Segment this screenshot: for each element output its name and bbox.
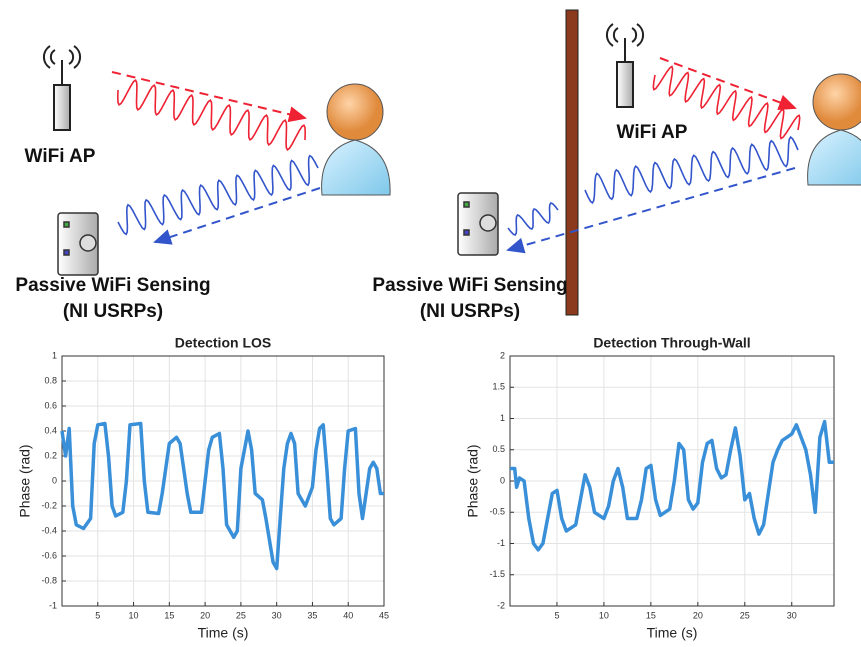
x-tick-label: 30 xyxy=(272,610,282,620)
y-tick-label: -1 xyxy=(497,538,505,548)
x-tick-label: 35 xyxy=(307,610,317,620)
ap-label: WiFi AP xyxy=(617,122,688,143)
y-axis-label: Phase (rad) xyxy=(17,444,33,517)
y-tick-label: 0.4 xyxy=(44,425,57,435)
x-tick-label: 40 xyxy=(343,610,353,620)
person-icon xyxy=(807,73,861,186)
y-tick-label: 1 xyxy=(52,350,57,360)
y-tick-label: 0.8 xyxy=(44,375,57,385)
y-tick-label: -0.4 xyxy=(41,525,57,535)
y-tick-label: 0.6 xyxy=(44,400,57,410)
arrow xyxy=(659,57,797,110)
x-tick-label: 45 xyxy=(379,610,389,620)
wave xyxy=(584,135,799,205)
sensor-label: Passive WiFi Sensing xyxy=(15,275,210,296)
diagram: WiFi AP Passive WiFi Sensing (NI USRPs) … xyxy=(15,9,861,322)
y-tick-label: 0.2 xyxy=(44,450,57,460)
y-tick-label: -1 xyxy=(49,600,57,610)
y-tick-label: 1.5 xyxy=(492,382,505,392)
sensor-sublabel: (NI USRPs) xyxy=(420,301,520,322)
y-tick-label: -1.5 xyxy=(489,569,505,579)
axes-frame xyxy=(509,355,835,607)
x-tick-label: 5 xyxy=(95,610,100,620)
sensor-label: Passive WiFi Sensing xyxy=(372,275,567,296)
wave xyxy=(652,65,801,140)
ap-label: WiFi AP xyxy=(25,146,96,167)
person-icon xyxy=(321,83,391,196)
data-line xyxy=(60,421,384,571)
y-tick-label: -2 xyxy=(497,600,505,610)
arrow xyxy=(111,71,307,123)
chart: -1-0.8-0.6-0.4-0.200.20.40.60.815 10 15 20 2… xyxy=(17,335,389,641)
x-tick-label: 10 xyxy=(129,610,139,620)
x-axis-label: Time (s) xyxy=(198,625,249,641)
x-tick-label: 25 xyxy=(740,610,750,620)
chart-title: Detection LOS xyxy=(175,335,271,351)
x-tick-label: 15 xyxy=(164,610,174,620)
data-line xyxy=(510,419,834,552)
sensor-icon xyxy=(457,192,499,256)
x-tick-label: 30 xyxy=(787,610,797,620)
chart-title: Detection Through-Wall xyxy=(593,335,750,351)
x-tick-label: 20 xyxy=(693,610,703,620)
y-tick-label: -0.8 xyxy=(41,575,57,585)
wall xyxy=(565,9,579,316)
x-tick-label: 25 xyxy=(236,610,246,620)
x-tick-label: 5 xyxy=(554,610,559,620)
y-tick-label: 0 xyxy=(52,475,57,485)
arrow xyxy=(506,167,796,254)
y-tick-label: 0 xyxy=(500,475,505,485)
x-axis-label: Time (s) xyxy=(647,625,698,641)
x-tick-label: 15 xyxy=(646,610,656,620)
sensor-sublabel: (NI USRPs) xyxy=(63,301,163,322)
y-axis-label: Phase (rad) xyxy=(465,444,481,517)
y-tick-label: 2 xyxy=(500,350,505,360)
x-tick-label: 10 xyxy=(599,610,609,620)
wave xyxy=(117,154,319,236)
wave xyxy=(116,79,307,151)
y-tick-label: -0.5 xyxy=(489,507,505,517)
y-tick-label: -0.6 xyxy=(41,550,57,560)
chart: -2-1.5-1-0.500.511.525 10 15 20 25 30Detectio… xyxy=(465,335,835,641)
arrow xyxy=(153,187,321,245)
y-tick-label: -0.2 xyxy=(41,500,57,510)
axes-frame xyxy=(61,355,385,607)
wave xyxy=(507,202,559,236)
wifi-ap-icon xyxy=(43,45,81,131)
x-tick-label: 20 xyxy=(200,610,210,620)
y-tick-label: 1 xyxy=(500,413,505,423)
sensor-icon xyxy=(57,212,99,276)
y-tick-label: 0.5 xyxy=(492,444,505,454)
wifi-ap-icon xyxy=(606,23,644,108)
